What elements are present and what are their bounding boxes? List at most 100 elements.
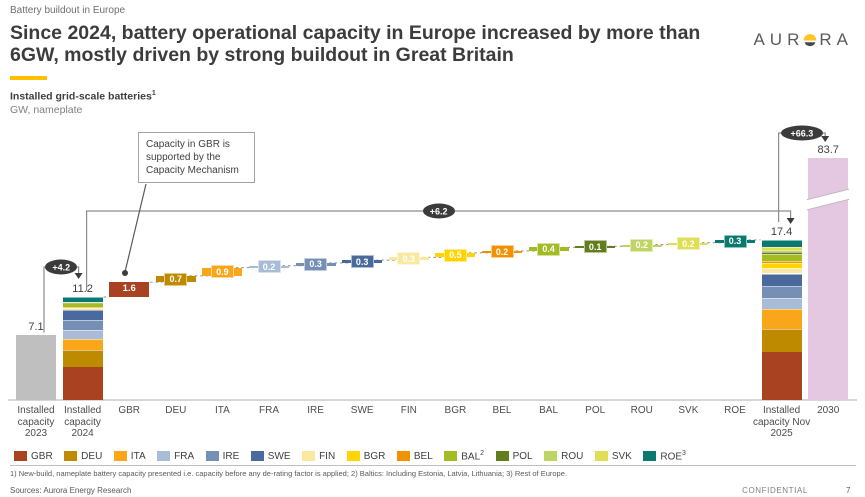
bar-value-FRA: 0.2	[257, 260, 281, 274]
segment-nov2025-GBR	[761, 352, 802, 400]
callout-gbr-capacity-mechanism: Capacity in GBR is supported by the Capa…	[138, 132, 255, 183]
legend-item-DEU: DEU	[64, 451, 102, 462]
legend-item-BEL: BEL	[396, 451, 433, 462]
total-label-ic2024: 11.2	[72, 282, 93, 295]
delta-bubble: +66.3	[780, 125, 823, 141]
segment-nov2025-BEL	[761, 260, 802, 263]
legend-swatch-IRE	[205, 451, 219, 462]
x-label-ROU: ROU	[630, 405, 653, 416]
segment-ic2024-BEL	[62, 306, 103, 308]
segment-nov2025-FRA	[761, 298, 802, 310]
x-label-FRA: FRA	[259, 405, 279, 416]
legend-label-FRA: FRA	[174, 450, 195, 462]
total-label-nov2025: 17.4	[770, 225, 793, 238]
legend-label-SWE: SWE	[267, 450, 291, 462]
bar-value-POL: 0.1	[583, 240, 607, 254]
x-label-BAL: BAL	[539, 405, 559, 416]
bar-value-DEU: 0.7	[164, 272, 188, 286]
segment-nov2025-ITA	[761, 309, 802, 330]
legend-label-FIN: FIN	[319, 450, 336, 462]
x-label-ic2023: Installed capacity 2023	[17, 405, 55, 439]
logo-text-left: AUR	[753, 30, 805, 49]
bar-value-FIN: 0.3	[397, 252, 421, 266]
legend-label-IRE: IRE	[222, 450, 240, 462]
legend-item-SWE: SWE	[250, 450, 291, 462]
legend-label-SVK: SVK	[611, 450, 632, 462]
x-label-BGR: BGR	[444, 405, 467, 416]
legend-swatch-DEU	[64, 451, 78, 462]
legend-label-GBR: GBR	[31, 450, 53, 462]
x-label-nov2025: Installed capacity Nov 2025	[752, 405, 811, 439]
legend-swatch-FIN	[302, 451, 316, 462]
legend-item-SVK: SVK	[594, 450, 632, 462]
segment-nov2025-ROU	[761, 250, 802, 253]
title-accent-bar	[10, 76, 47, 80]
legend-swatch-SWE	[250, 451, 264, 462]
bar-value-BAL: 0.4	[537, 242, 561, 256]
segment-ic2024-ROE	[62, 296, 103, 302]
bar-value-IRE: 0.3	[304, 257, 328, 271]
x-label-SVK: SVK	[678, 405, 699, 416]
legend-item-FRA: FRA	[157, 451, 194, 462]
x-label-y2030: 2030	[817, 405, 840, 416]
total-label-y2030: 83.7	[817, 144, 839, 156]
x-label-ic2024: Installed capacity 2024	[63, 405, 102, 439]
bar-value-ITA: 0.9	[210, 265, 234, 279]
footer-right: CONFIDENTIAL 7	[742, 486, 851, 495]
segment-ic2024-SVK	[62, 301, 103, 303]
bar-value-ROE: 0.3	[723, 234, 747, 248]
chart-title-footnote-ref: 1	[151, 90, 156, 97]
legend-item-ROU: ROU	[544, 451, 583, 462]
legend-swatch-ROE	[643, 451, 657, 462]
chart-unit-label: GW, nameplate	[10, 104, 83, 116]
segment-ic2024-GBR	[62, 366, 103, 400]
legend-label-BAL: BAL2	[461, 450, 485, 463]
segment-nov2025-BGR	[761, 262, 802, 269]
legend: GBR DEU ITA FRA IRE SWE FIN BGR BEL BAL2 POL ROU SVK…	[14, 450, 686, 462]
legend-label-BGR: BGR	[363, 450, 386, 462]
delta-bubble: +4.2	[45, 259, 78, 275]
legend-swatch-BEL	[396, 451, 410, 462]
delta-bubble: +6.2	[422, 203, 455, 219]
legend-label-POL: POL	[512, 450, 533, 462]
legend-label-ROU: ROU	[561, 450, 584, 462]
legend-item-FIN: FIN	[302, 451, 335, 462]
axis-break-marks	[807, 186, 850, 212]
x-label-SWE: SWE	[350, 405, 374, 416]
legend-swatch-SVK	[594, 451, 608, 462]
legend-swatch-ITA	[113, 451, 127, 462]
legend-label-ROE: ROE3	[660, 450, 686, 463]
bar-value-BGR: 0.5	[443, 248, 467, 262]
kicker: Battery buildout in Europe	[10, 5, 126, 16]
legend-item-ROE: ROE3	[643, 450, 686, 462]
segment-nov2025-FIN	[761, 268, 802, 274]
legend-item-GBR: GBR	[14, 451, 53, 462]
aurora-sun-icon	[803, 34, 817, 47]
x-label-IRE: IRE	[307, 405, 324, 416]
segment-ic2024-DEU	[62, 350, 103, 367]
footnotes: 1) New-build, nameplate battery capacity…	[10, 469, 567, 478]
bar-value-SVK: 0.2	[676, 237, 700, 251]
legend-item-POL: POL	[495, 450, 533, 462]
segment-ic2024-SWE	[62, 310, 103, 321]
x-label-GBR: GBR	[118, 405, 141, 416]
legend-swatch-GBR	[14, 451, 27, 462]
legend-label-DEU: DEU	[81, 450, 103, 462]
bar-ic2023	[16, 334, 56, 400]
page-title: Since 2024, battery operational capacity…	[10, 22, 701, 67]
legend-label-ITA: ITA	[130, 450, 146, 462]
segment-nov2025-BAL	[761, 253, 802, 261]
chart-title-text: Installed grid-scale batteries	[10, 90, 152, 103]
sources: Sources: Aurora Energy Research	[10, 486, 132, 495]
segment-nov2025-IRE	[761, 286, 802, 299]
segment-ic2024-IRE	[62, 320, 103, 330]
segment-ic2024-FIN	[62, 308, 103, 311]
segment-nov2025-DEU	[761, 329, 802, 353]
segment-nov2025-POL	[761, 252, 802, 254]
confidential-label: CONFIDENTIAL	[742, 486, 808, 495]
segment-ic2024-ITA	[62, 338, 103, 351]
segment-nov2025-ROE	[761, 239, 802, 248]
aurora-logo: AUR RA	[753, 30, 853, 50]
chart-title: Installed grid-scale batteries1	[10, 90, 156, 103]
